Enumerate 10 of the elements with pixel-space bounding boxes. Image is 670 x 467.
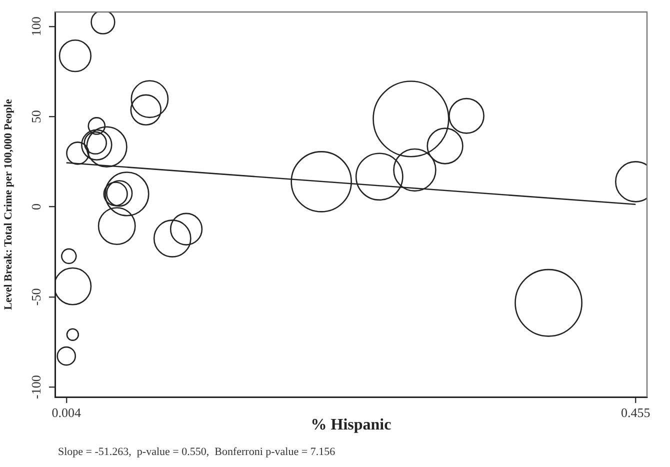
y-tick-label: -50 xyxy=(28,288,44,306)
y-tick-label: -100 xyxy=(28,375,44,400)
y-tick-label: 50 xyxy=(28,110,44,124)
x-tick-label: 0.455 xyxy=(621,405,650,420)
y-axis-title: Level Break: Total Crime per 100,000 People xyxy=(2,99,14,310)
x-tick-label: 0.004 xyxy=(52,405,82,420)
y-tick-label: 100 xyxy=(28,16,44,36)
x-axis-title: % Hispanic xyxy=(310,416,392,434)
text: Slope = -51.263, p-value = 0.550, Bonferroni p-value = 7.156 xyxy=(58,446,336,458)
y-tick-label: 0 xyxy=(28,204,44,210)
